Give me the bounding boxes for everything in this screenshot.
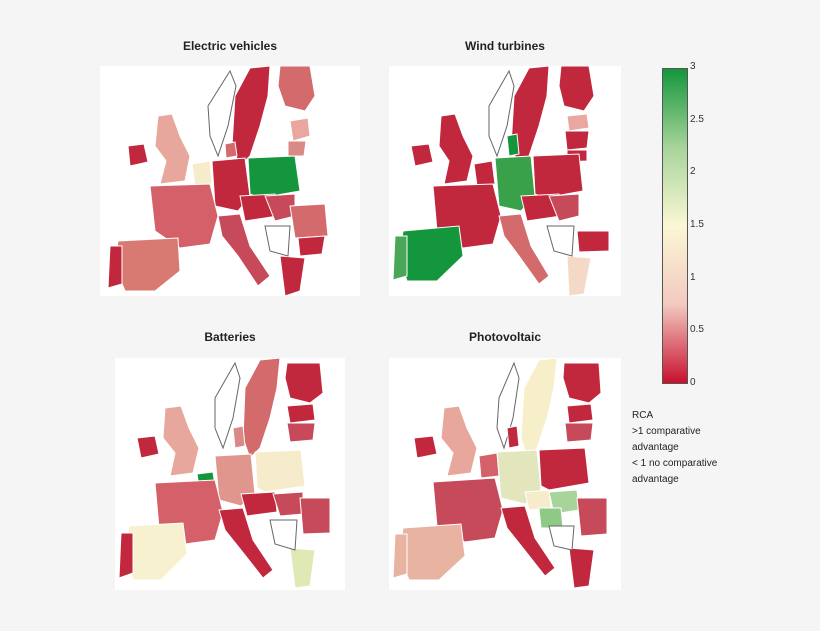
panel-title-wind-turbines: Wind turbines [465, 39, 545, 53]
map-wind-turbines [389, 66, 621, 296]
legend-line-2: >1 comparative [632, 426, 701, 437]
colorbar-tick-label: 0.5 [690, 324, 704, 336]
legend-line-5: advantage [632, 474, 679, 485]
colorbar [662, 68, 688, 384]
legend-text: RCA >1 comparative advantage < 1 no comp… [632, 408, 742, 488]
region-sweden [231, 66, 271, 167]
legend-line-4: < 1 no comparative [632, 458, 718, 469]
legend-line-3: advantage [632, 442, 679, 453]
colorbar-tick-label: 2.5 [690, 113, 704, 125]
panel-title-electric-vehicles: Electric vehicles [182, 39, 278, 53]
colorbar-tick-label: 1.5 [690, 219, 704, 230]
panel-title-photovoltaic: Photovoltaic [468, 330, 541, 344]
map-batteries [115, 358, 345, 590]
colorbar-tick-label: 3 [690, 61, 696, 72]
legend-line-rca: RCA [632, 410, 654, 421]
colorbar-tick-label: 1 [690, 271, 696, 283]
panel-title-batteries: Batteries [204, 330, 256, 344]
colorbar-tick-label: 2 [690, 166, 696, 178]
colorbar-tick-label: 0 [690, 377, 696, 388]
map-electric-vehicles [100, 66, 360, 296]
map-photovoltaic [389, 358, 621, 590]
